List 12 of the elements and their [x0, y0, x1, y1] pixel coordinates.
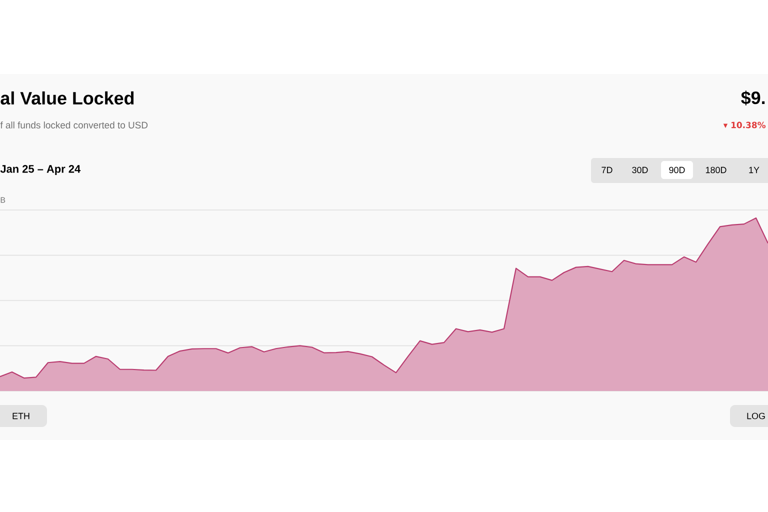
text: 7D	[602, 166, 612, 174]
text: ETH	[12, 412, 30, 420]
text: 90D	[669, 166, 685, 174]
text: $9.	[741, 90, 765, 106]
text: 180D	[706, 166, 726, 174]
text: Jan 25 – Apr 24	[0, 165, 81, 175]
chart-title: al Value Locked	[0, 91, 134, 105]
text: LOG	[747, 412, 765, 420]
text: 30D	[632, 166, 648, 174]
text: ▾ 10.38%	[723, 122, 766, 128]
text: 1Y	[749, 166, 760, 174]
chart-subtitle: f all funds locked converted to USD	[0, 122, 148, 128]
